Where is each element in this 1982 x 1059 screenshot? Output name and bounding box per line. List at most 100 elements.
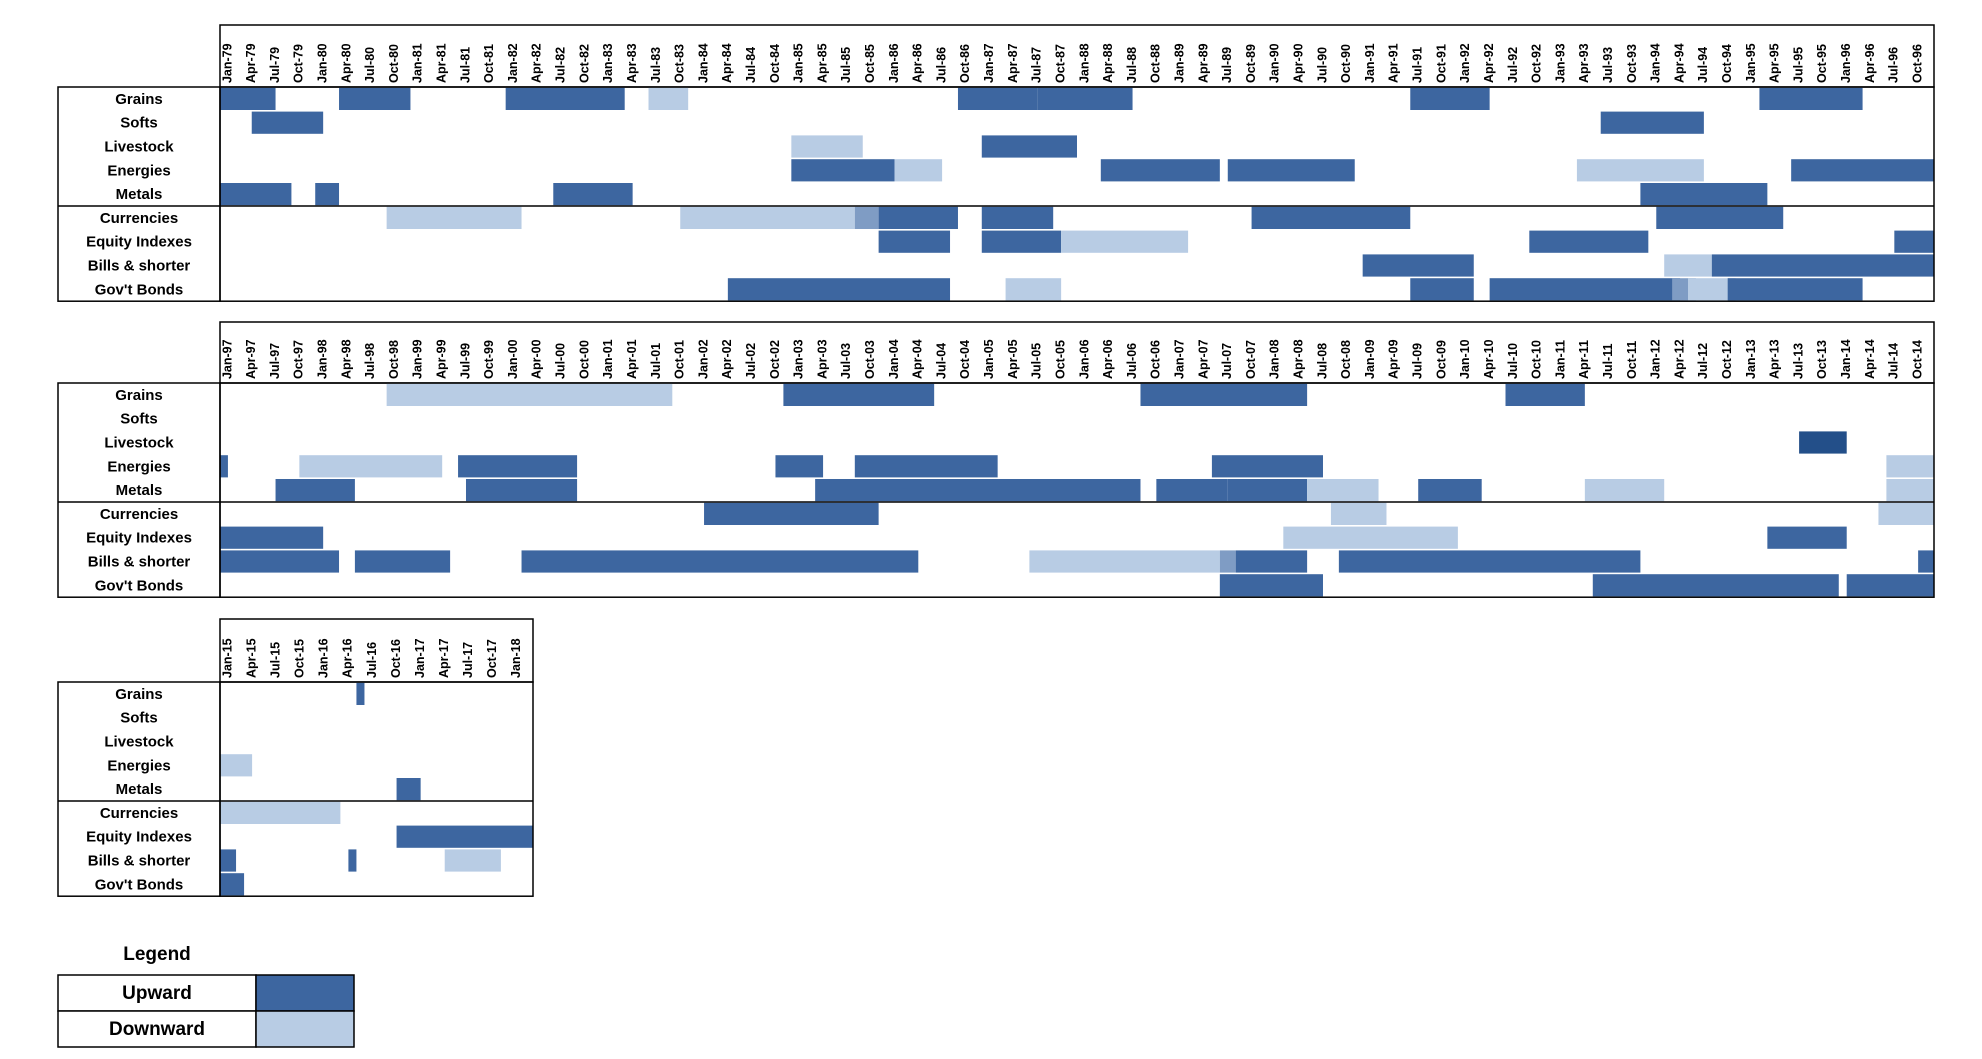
trend-bar-energies xyxy=(299,455,443,478)
x-tick-label: Jul-97 xyxy=(268,343,282,379)
x-tick-label: Jul-91 xyxy=(1411,47,1425,83)
trend-bar-bills-shorter xyxy=(348,849,357,872)
x-tick-label: Jul-01 xyxy=(649,343,663,379)
x-tick-label: Oct-01 xyxy=(673,340,687,379)
x-tick-label: Jan-97 xyxy=(220,339,234,379)
trend-bar-equity-indexes xyxy=(220,526,324,549)
x-tick-label: Jul-81 xyxy=(458,47,472,83)
x-tick-label: Jul-90 xyxy=(1315,47,1329,83)
x-tick-label: Oct-80 xyxy=(387,44,401,83)
x-tick-label: Oct-94 xyxy=(1720,44,1734,83)
trend-bar-gov-t-bonds xyxy=(1592,574,1839,597)
x-tick-label: Jan-16 xyxy=(317,638,331,678)
x-tick-label: Oct-99 xyxy=(482,340,496,379)
x-tick-label: Oct-11 xyxy=(1625,341,1639,379)
trend-bar-currencies xyxy=(981,206,1054,229)
row-label-gov-t-bonds: Gov't Bonds xyxy=(95,281,184,298)
trend-bar-bills-shorter xyxy=(444,849,501,872)
trend-bar-equity-indexes xyxy=(981,230,1062,253)
x-tick-label: Apr-90 xyxy=(1292,43,1306,83)
x-tick-label: Jan-96 xyxy=(1839,43,1853,83)
x-tick-label: Oct-91 xyxy=(1434,44,1448,83)
x-tick-label: Jan-80 xyxy=(315,43,329,83)
x-tick-label: Jan-17 xyxy=(413,638,427,678)
grid-frame xyxy=(219,382,1935,598)
x-tick-label: Jan-14 xyxy=(1839,339,1853,379)
trend-bar-gov-t-bonds xyxy=(1410,278,1474,301)
x-tick-label: Oct-93 xyxy=(1625,44,1639,83)
trend-bar-gov-t-bonds xyxy=(1005,278,1062,301)
x-tick-label: Jan-87 xyxy=(982,43,996,83)
x-tick-label: Oct-87 xyxy=(1053,44,1067,83)
x-tick-label: Oct-10 xyxy=(1530,340,1544,379)
x-tick-label: Jul-13 xyxy=(1791,343,1805,379)
x-tick-label: Apr-05 xyxy=(1006,339,1020,379)
x-tick-label: Jul-82 xyxy=(554,47,568,83)
x-tick-label: Oct-86 xyxy=(958,44,972,83)
x-tick-label: Apr-08 xyxy=(1292,339,1306,379)
x-tick-label: Oct-88 xyxy=(1149,44,1163,83)
legend-swatch-upward xyxy=(255,974,355,1012)
x-tick-label: Jan-12 xyxy=(1649,339,1663,379)
trend-bar-bills-shorter xyxy=(1711,254,1934,277)
legend: Legend Upward Downward xyxy=(57,944,355,1048)
x-tick-label: Apr-94 xyxy=(1672,43,1686,83)
trend-bar-metals xyxy=(553,183,633,206)
trend-bar-currencies xyxy=(680,206,855,229)
legend-label-upward: Upward xyxy=(122,983,192,1004)
x-tick-label: Jul-99 xyxy=(458,343,472,379)
x-tick-label: Jan-81 xyxy=(411,43,425,83)
x-tick-label: Jul-87 xyxy=(1030,47,1044,83)
x-tick-label: Oct-05 xyxy=(1053,340,1067,379)
trend-bar-bills-shorter xyxy=(1362,254,1474,277)
x-tick-label: Apr-02 xyxy=(720,339,734,379)
x-tick-label: Apr-82 xyxy=(530,43,544,83)
x-tick-label: Oct-82 xyxy=(577,44,591,83)
x-tick-label: Apr-87 xyxy=(1006,43,1020,83)
x-tick-label: Jan-82 xyxy=(506,43,520,83)
x-tick-label: Apr-00 xyxy=(530,339,544,379)
trend-bar-grains xyxy=(1140,383,1308,406)
x-tick-label: Jul-85 xyxy=(839,47,853,83)
x-tick-label: Jul-80 xyxy=(363,47,377,83)
trend-bar-grains xyxy=(648,87,689,110)
x-tick-label: Oct-16 xyxy=(389,639,403,678)
trend-bar-metals xyxy=(1307,479,1379,502)
x-tick-label: Oct-81 xyxy=(482,44,496,83)
trend-bar-energies xyxy=(1227,159,1355,182)
trend-bar-grains xyxy=(220,87,276,110)
trend-bar-bills-shorter xyxy=(1029,550,1220,573)
x-tick-label: Jul-14 xyxy=(1887,343,1901,379)
row-label-grains: Grains xyxy=(115,686,163,703)
x-tick-label: Jan-07 xyxy=(1172,339,1186,379)
x-tick-label: Jan-92 xyxy=(1458,43,1472,83)
x-tick-label: Oct-98 xyxy=(387,340,401,379)
x-tick-label: Apr-92 xyxy=(1482,43,1496,83)
x-tick-label: Jul-15 xyxy=(268,642,282,678)
x-tick-label: Jan-04 xyxy=(887,339,901,379)
x-tick-label: Jan-85 xyxy=(792,43,806,83)
panel-1: Jan-79 Apr-79 Jul-79 Oct-79 Jan-80 Apr-80 Jul-… xyxy=(57,24,1935,302)
x-tick-label: Apr-14 xyxy=(1863,339,1877,379)
trend-bar-metals xyxy=(315,183,340,206)
trend-bar-equity-indexes xyxy=(1529,230,1649,253)
x-tick-label: Oct-17 xyxy=(485,639,499,678)
trend-bar-equity-indexes xyxy=(1283,526,1458,549)
trend-bar-gov-t-bonds xyxy=(1688,278,1736,301)
x-tick-label: Apr-86 xyxy=(911,43,925,83)
trend-bar-energies xyxy=(1791,159,1934,182)
x-tick-label: Jul-03 xyxy=(839,343,853,379)
trend-bar-grains xyxy=(1759,87,1863,110)
trend-bar-gov-t-bonds xyxy=(1727,278,1863,301)
trend-bar-bills-shorter xyxy=(354,550,451,573)
trend-bar-currencies xyxy=(704,502,879,525)
row-label-bills-shorter: Bills & shorter xyxy=(88,852,191,869)
trend-bar-energies xyxy=(220,754,253,777)
x-tick-label: Apr-85 xyxy=(815,43,829,83)
x-tick-label: Jul-88 xyxy=(1125,47,1139,83)
x-tick-label: Jul-93 xyxy=(1601,47,1615,83)
trend-bar-grains xyxy=(505,87,625,110)
x-tick-label: Apr-04 xyxy=(911,339,925,379)
x-tick-label: Jul-16 xyxy=(365,642,379,678)
x-tick-label: Apr-13 xyxy=(1768,339,1782,379)
